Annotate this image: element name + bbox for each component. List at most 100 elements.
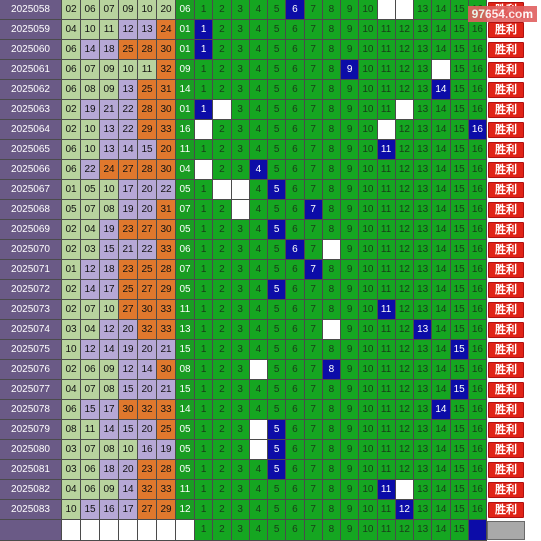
distribution-cell: 13	[414, 380, 433, 400]
result-badge[interactable]: 胜利	[487, 61, 525, 79]
drawn-number: 25	[119, 280, 138, 300]
distribution-cell: 5	[268, 20, 287, 40]
distribution-cell: 16	[468, 500, 487, 520]
distribution-cell: 4	[249, 240, 268, 260]
result-badge[interactable]: 胜利	[487, 281, 525, 299]
drawn-number: 17	[100, 400, 119, 420]
distribution-cell: 15	[450, 240, 469, 260]
distribution-cell: 16	[468, 220, 487, 240]
result-badge[interactable]: 胜利	[487, 421, 525, 439]
period-cell: 2025080	[0, 440, 62, 460]
drawn-number: 01	[62, 260, 81, 280]
result-badge[interactable]: 胜利	[487, 101, 525, 119]
result-badge[interactable]: 胜利	[487, 481, 525, 499]
drawn-number: 03	[81, 240, 100, 260]
distribution-cell: 10	[359, 220, 378, 240]
distribution-cell: 7	[304, 140, 323, 160]
period-cell: 2025066	[0, 160, 62, 180]
result-badge[interactable]: 胜利	[487, 41, 525, 59]
drawn-number: 06	[81, 480, 100, 500]
distribution-cell: 14	[432, 420, 451, 440]
distribution-cell: 7	[304, 300, 323, 320]
span-value: 05	[176, 280, 195, 300]
distribution-cell: 9	[341, 340, 360, 360]
distribution-cell: 3	[231, 20, 250, 40]
distribution-cell: 12	[395, 260, 414, 280]
drawn-number: 32	[138, 480, 157, 500]
distribution-cell: 10	[359, 400, 378, 420]
distribution-cell: 4	[249, 200, 268, 220]
result-badge[interactable]: 胜利	[487, 341, 525, 359]
drawn-number: 31	[157, 200, 176, 220]
distribution-cell: 2	[213, 460, 232, 480]
distribution-cell: 5	[268, 200, 287, 220]
distribution-cell: 10	[359, 360, 378, 380]
distribution-cell: 13	[414, 300, 433, 320]
distribution-cell: 14	[432, 280, 451, 300]
result-badge[interactable]: 胜利	[487, 361, 525, 379]
distribution-cell: 12	[395, 300, 414, 320]
result-badge[interactable]: 胜利	[487, 321, 525, 339]
footer-distribution-cell: 6	[286, 520, 305, 541]
period-cell: 2025065	[0, 140, 62, 160]
distribution-cell: 16	[468, 120, 487, 140]
result-badge[interactable]: 胜利	[487, 241, 525, 259]
result-badge[interactable]: 胜利	[487, 401, 525, 419]
result-badge[interactable]: 胜利	[487, 441, 525, 459]
drawn-number: 14	[81, 280, 100, 300]
distribution-cell: 5	[268, 340, 287, 360]
result-badge[interactable]: 胜利	[487, 501, 525, 519]
distribution-cell: 7	[304, 60, 323, 80]
distribution-cell: 16	[468, 60, 487, 80]
distribution-cell	[322, 240, 341, 260]
distribution-cell: 6	[286, 400, 305, 420]
result-badge[interactable]: 胜利	[487, 461, 525, 479]
drawn-number: 09	[100, 80, 119, 100]
distribution-cell: 13	[414, 100, 433, 120]
drawn-number: 05	[81, 180, 100, 200]
distribution-cell: 16	[468, 240, 487, 260]
result-badge[interactable]: 胜利	[487, 201, 525, 219]
distribution-cell: 4	[249, 340, 268, 360]
result-badge[interactable]: 胜利	[487, 21, 525, 39]
distribution-cell: 1	[195, 40, 214, 60]
result-badge[interactable]: 胜利	[487, 121, 525, 139]
drawn-number: 30	[157, 160, 176, 180]
result-badge[interactable]: 胜利	[487, 221, 525, 239]
distribution-cell: 2	[213, 200, 232, 220]
result-badge[interactable]: 胜利	[487, 161, 525, 179]
distribution-cell: 14	[432, 340, 451, 360]
distribution-cell: 7	[304, 440, 323, 460]
distribution-cell: 1	[195, 0, 214, 20]
span-value: 01	[176, 40, 195, 60]
result-badge[interactable]: 胜利	[487, 261, 525, 279]
drawn-number: 08	[100, 380, 119, 400]
drawn-number: 32	[138, 400, 157, 420]
distribution-cell: 4	[249, 120, 268, 140]
distribution-cell: 8	[322, 460, 341, 480]
distribution-cell: 12	[395, 440, 414, 460]
drawn-number: 06	[62, 400, 81, 420]
drawn-number: 07	[81, 380, 100, 400]
result-badge[interactable]: 胜利	[487, 181, 525, 199]
distribution-cell: 2	[213, 320, 232, 340]
distribution-cell: 9	[341, 500, 360, 520]
result-badge[interactable]: 胜利	[487, 81, 525, 99]
distribution-cell: 9	[341, 200, 360, 220]
distribution-cell: 10	[359, 420, 378, 440]
drawn-number: 17	[119, 500, 138, 520]
distribution-cell: 16	[468, 200, 487, 220]
result-badge[interactable]: 胜利	[487, 301, 525, 319]
drawn-number: 31	[157, 80, 176, 100]
distribution-cell: 14	[432, 220, 451, 240]
distribution-cell: 1	[195, 100, 214, 120]
distribution-cell: 16	[468, 380, 487, 400]
distribution-cell: 5	[268, 500, 287, 520]
result-badge[interactable]: 胜利	[487, 381, 525, 399]
footer-number-blank	[81, 520, 100, 541]
drawn-number: 09	[100, 60, 119, 80]
distribution-cell: 2	[213, 380, 232, 400]
distribution-cell: 11	[377, 60, 396, 80]
distribution-cell: 5	[268, 80, 287, 100]
result-badge[interactable]: 胜利	[487, 141, 525, 159]
